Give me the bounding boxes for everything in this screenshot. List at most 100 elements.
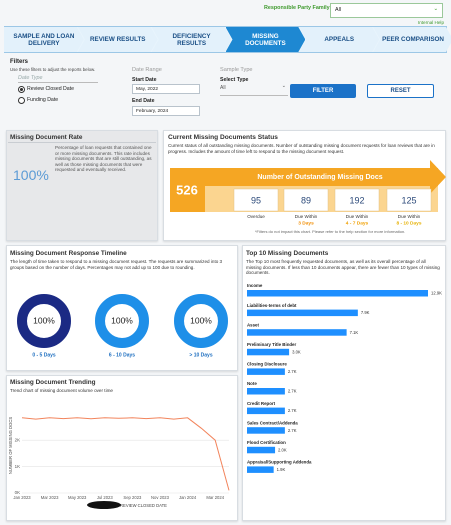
bar-label: Credit Report	[247, 401, 276, 406]
end-value: February, 2024	[136, 109, 169, 114]
bar-label: Preliminary Title Binder	[247, 342, 296, 347]
redaction	[87, 501, 121, 509]
status-description: Current status of all outstanding missin…	[168, 143, 435, 154]
radio-label: Review Closed Date	[27, 86, 74, 92]
bucket-box	[334, 188, 380, 212]
tab[interactable]: REVIEW RESULTS	[78, 27, 158, 52]
filters-hint: Use these filters to adjust the reports …	[10, 67, 96, 72]
bar-label: Appraisal/Supporting Addenda	[247, 460, 312, 465]
x-tick-label: Nov 2023	[151, 495, 170, 500]
bar-label: Flood Certification	[247, 440, 286, 445]
start-label: Start Date	[132, 77, 157, 83]
radio[interactable]	[18, 97, 25, 104]
donut-label: > 10 Days	[189, 352, 212, 358]
donut-value: 100%	[33, 315, 55, 325]
status-note: *Filters do not impact this chart. Pleas…	[255, 229, 406, 234]
bar-value: 12.9K	[431, 291, 442, 296]
bucket-days: 4 - 7 Days	[346, 220, 369, 226]
separator	[8, 142, 156, 143]
help-link[interactable]: Internal Help	[417, 20, 444, 25]
bar-value: 2.0K	[278, 447, 287, 452]
bucket-label: Due Within	[346, 214, 369, 219]
reset-button[interactable]: RESET	[367, 84, 434, 98]
bucket-days: 3 Days	[298, 220, 314, 226]
bucket-value: 125	[401, 195, 416, 205]
bar-label: Sales Contract/Addenda	[247, 420, 298, 425]
end-input[interactable]: February, 2024	[132, 106, 200, 116]
bar-value: 7.9K	[361, 310, 370, 315]
filters-title: Filters	[10, 59, 29, 65]
bucket-value: 95	[251, 195, 261, 205]
select-value: All	[220, 85, 226, 91]
rate-panel	[6, 130, 158, 241]
bucket-value: 192	[349, 195, 364, 205]
x-tick-label: Jan 2024	[179, 495, 197, 500]
y-axis-label: NUMBER OF MISSING DOCS	[8, 417, 13, 474]
x-axis-label: REVIEW CLOSED DATE	[120, 503, 167, 508]
donut-arc	[17, 294, 71, 348]
radio-label: Funding Date	[27, 97, 59, 103]
trend-subtitle: Trend chart of missing document volume o…	[10, 388, 113, 393]
x-tick-label: May 2023	[68, 495, 87, 500]
start-value: May, 2022	[136, 87, 159, 92]
banner-arrow	[430, 160, 446, 194]
y-tick-label: 2K	[15, 437, 20, 442]
tab[interactable]: SAMPLE AND LOAN DELIVERY	[4, 27, 84, 52]
bar-label: Closing Disclosure	[247, 362, 287, 367]
bar	[247, 329, 347, 336]
bar	[247, 407, 285, 415]
bar	[247, 348, 290, 356]
start-input[interactable]: May, 2022	[132, 84, 200, 94]
bucket-label: Overdue	[247, 214, 265, 219]
x-tick-label: Jan 2023	[13, 495, 31, 500]
bar-label: Asset	[247, 322, 259, 327]
y-tick-label: 0K	[15, 490, 20, 495]
bar	[247, 427, 285, 434]
bar	[247, 309, 358, 317]
bar	[247, 388, 285, 395]
bar-value: 2.7K	[288, 408, 297, 413]
bar	[247, 466, 274, 473]
bar	[247, 446, 276, 454]
party-dropdown[interactable]: All ⌄	[330, 3, 443, 18]
bar-value: 1.9K	[277, 467, 286, 472]
bar-value: 7.1K	[350, 330, 359, 335]
x-tick-label: Sep 2023	[123, 495, 142, 500]
bar-value: 3.0K	[292, 349, 301, 354]
filter-button[interactable]: FILTER	[290, 84, 356, 98]
donut-value: 100%	[190, 315, 212, 325]
rate-description: Percentage of loan requests that contain…	[55, 145, 152, 173]
end-label: End Date	[132, 98, 155, 104]
tab[interactable]: APPEALS	[299, 27, 379, 52]
tab[interactable]: PEER COMPARISON	[373, 27, 451, 52]
bar-value: 2.7K	[288, 428, 297, 433]
bar	[247, 368, 285, 375]
bucket-days: 8 - 10 Days	[396, 220, 421, 226]
bar	[247, 290, 428, 297]
radio[interactable]	[18, 86, 25, 93]
date-range-label: Date Range	[132, 67, 162, 73]
top10-description: The Top 10 most frequently requested doc…	[246, 259, 440, 276]
select-dropdown[interactable]: All ⌄	[220, 83, 288, 96]
tab[interactable]: MISSING DOCUMENTS	[226, 27, 306, 52]
bar-value: 2.7K	[288, 369, 297, 374]
donut-arc	[174, 294, 228, 348]
top10-title: Top 10 Missing Documents	[246, 250, 329, 257]
trend-line	[21, 417, 230, 491]
timeline-panel	[6, 245, 238, 371]
select-label: Select Type	[220, 77, 249, 83]
bar-label: Income	[247, 283, 263, 288]
donut-arc	[95, 294, 149, 348]
bar-value: 2.7K	[288, 389, 297, 394]
party-label: Responsible Party Family	[264, 5, 330, 11]
banner-shape	[170, 168, 438, 212]
bucket-box	[283, 188, 329, 212]
bar-label: Note	[247, 381, 257, 386]
tab[interactable]: DEFICIENCY RESULTS	[152, 27, 232, 52]
bucket-box	[233, 188, 279, 212]
x-tick-label: Jul 2023	[97, 495, 114, 500]
bar-label: Liabilities-terms of debt	[247, 303, 297, 308]
y-tick-label: 1K	[15, 464, 20, 469]
bucket-label: Due Within	[398, 214, 421, 219]
